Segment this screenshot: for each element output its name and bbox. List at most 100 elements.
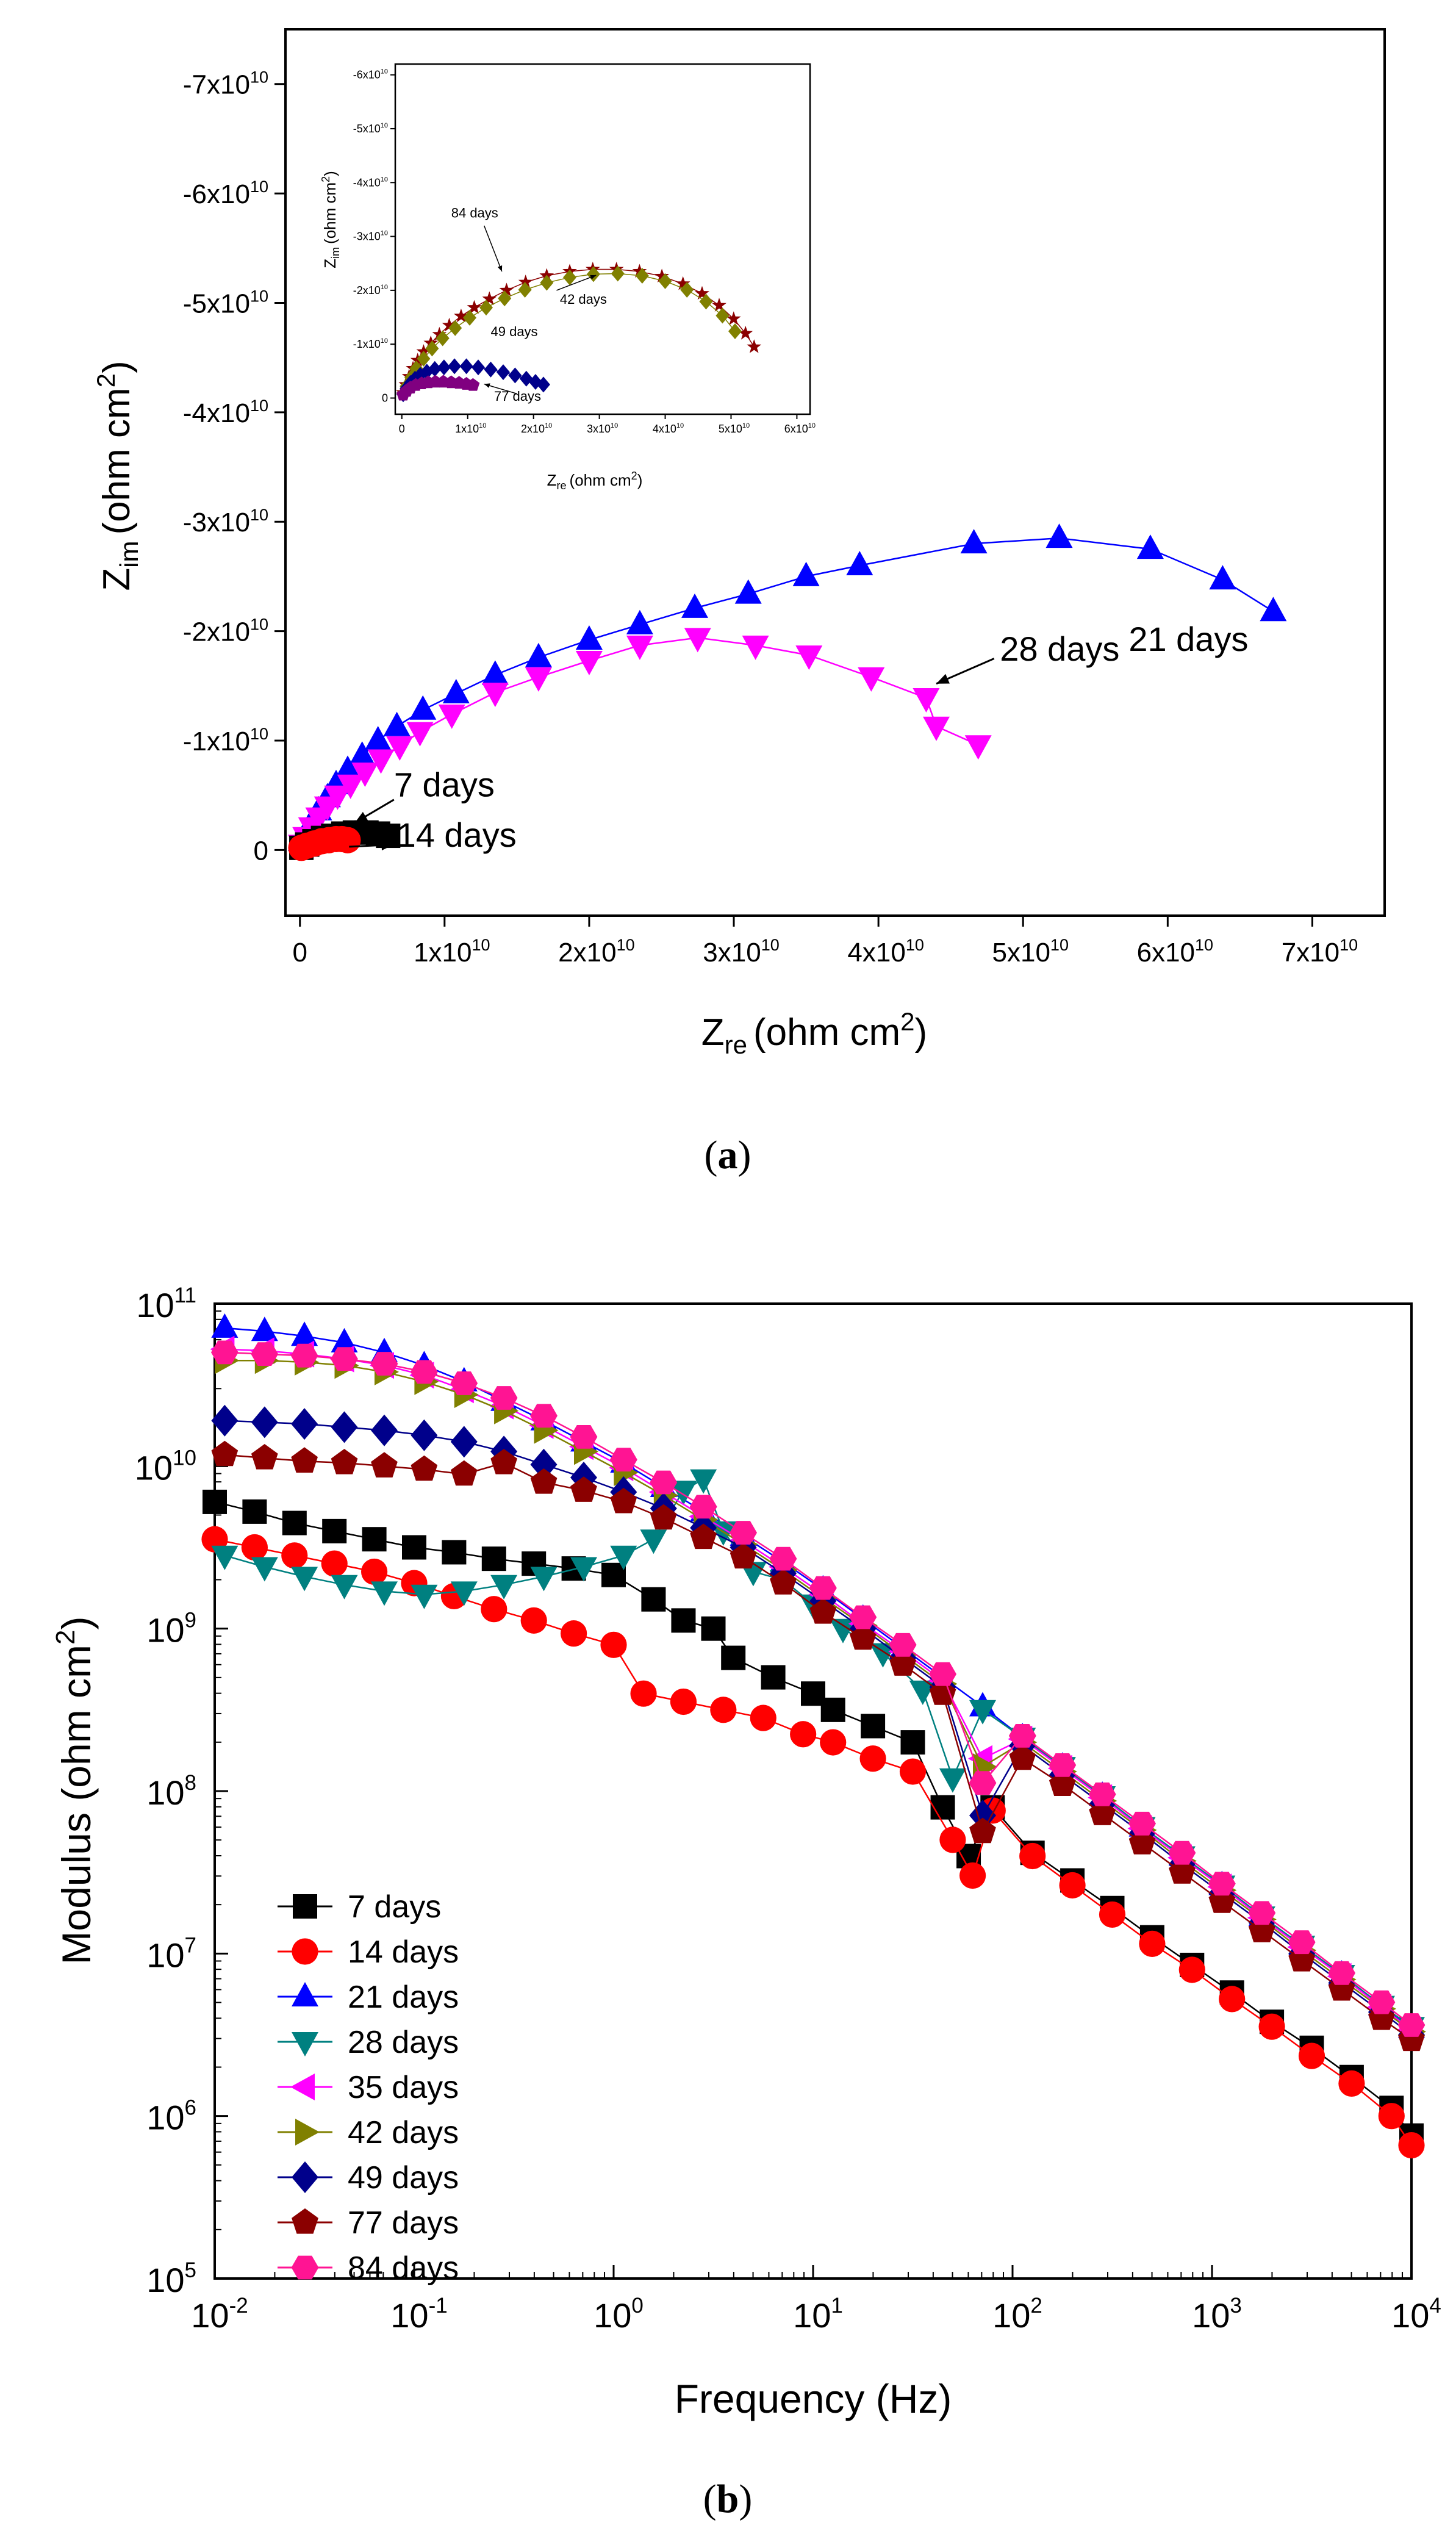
panel-b-point-1	[721, 1645, 746, 1670]
panel-a-x-tick-label-exponent: 10	[761, 936, 780, 954]
panel-b-point-1	[362, 1527, 387, 1552]
panel-a-point-d21	[575, 625, 603, 650]
panel-a-point-d28	[367, 749, 395, 774]
inset-y-axis-base: Z	[321, 259, 339, 268]
inset-y-tick-label-exponent: 10	[381, 122, 388, 129]
inset-y-tick-label-exponent: 10	[381, 284, 388, 291]
panel-a-inset: 0 1x1010 2x1010 3x1010 4x1010 5x1010 6x10100-1…	[320, 63, 816, 492]
panel-b-caption: (b)	[703, 2477, 753, 2521]
inset-y-tick-label: -3x1010	[353, 230, 388, 243]
inset-point-i84	[482, 291, 497, 306]
inset-point-i42	[463, 309, 476, 326]
panel-b-point-8	[1009, 1744, 1036, 1770]
panel-b-x-tick-label-mantissa: 10	[793, 2296, 831, 2335]
panel-a-point-d21	[960, 529, 988, 554]
panel-a-annotation-label: 28 days	[1000, 630, 1119, 668]
panel-b-legend-marker	[292, 2208, 318, 2234]
inset-y-tick-label-mantissa: -5x10	[353, 123, 381, 135]
panel-a-annotation-arrowhead	[354, 811, 368, 823]
panel-a-point-d28	[351, 763, 379, 787]
inset-point-i49	[497, 364, 510, 381]
inset-x-tick-label-mantissa: 1x10	[455, 423, 479, 435]
panel-b-point-2	[600, 1631, 627, 1658]
inset-y-tick-label: -5x1010	[353, 122, 388, 135]
panel-a-point-d28	[913, 688, 940, 713]
panel-a-caption: (a)	[705, 1133, 751, 1177]
panel-a-point-d21	[1136, 534, 1164, 559]
panel-b-point-9	[1208, 1872, 1236, 1896]
panel-a-x-axis-title: Zre (ohm cm2)	[701, 1007, 927, 1059]
inset-y-tick-label-exponent: 10	[381, 68, 388, 76]
panel-b-point-8	[411, 1455, 438, 1481]
panel-b-point-4	[371, 1581, 398, 1606]
inset-annotation-arrowhead	[590, 275, 597, 280]
inset-y-tick-label-mantissa: 0	[382, 392, 388, 404]
panel-b-point-9	[929, 1662, 956, 1686]
inset-x-tick-label-exponent: 10	[479, 422, 486, 429]
panel-a-point-d21	[626, 609, 653, 634]
inset-x-tick-label: 6x1010	[784, 422, 816, 435]
panel-a-y-tick-label-mantissa: -3x10	[183, 508, 250, 537]
panel-a-annotation-label: 14 days	[397, 816, 517, 854]
inset-y-axis-close: )	[321, 171, 339, 176]
panel-b-point-4	[909, 1680, 936, 1705]
panel-b-point-2	[561, 1620, 587, 1647]
panel-b-point-2	[899, 1758, 927, 1785]
panel-b-x-tick-label: 10-1	[390, 2294, 447, 2335]
panel-b-x-tick-label-mantissa: 10	[390, 2296, 428, 2335]
panel-a-point-d28	[795, 645, 823, 670]
panel-b-series	[201, 1313, 1426, 2159]
inset-y-tick-label: 0	[382, 392, 388, 404]
inset-series-i77	[396, 375, 480, 401]
inset-y-tick-label-exponent: 10	[381, 176, 388, 183]
panel-b-point-3	[251, 1316, 278, 1341]
panel-a-point-d21	[334, 755, 361, 780]
inset-point-i49	[472, 359, 485, 376]
panel-b-y-tick-label: 107	[146, 1933, 196, 1974]
inset-point-i84	[442, 317, 457, 332]
panel-b-point-2	[630, 1680, 657, 1707]
inset-point-i84	[726, 311, 741, 325]
panel-b-point-8	[211, 1440, 238, 1467]
panel-b-y-tick-label-exponent: 6	[185, 2096, 196, 2120]
panel-a-point-d28	[324, 785, 351, 810]
inset-axes: 0 1x1010 2x1010 3x1010 4x1010 5x1010 6x10100-1…	[353, 68, 816, 435]
panel-b-x-tick-label: 103	[1192, 2294, 1242, 2335]
panel-a-annotations: 7 days 14 days 28 days 21 days	[349, 620, 1248, 854]
panel-b-point-1	[481, 1546, 506, 1571]
inset-x-tick-label: 1x1010	[455, 422, 486, 435]
panel-b-point-9	[730, 1521, 757, 1545]
inset-y-tick-label-mantissa: -2x10	[353, 284, 381, 296]
panel-b-point-1	[701, 1616, 726, 1641]
inset-point-i42	[728, 323, 742, 339]
panel-b-point-2	[859, 1745, 886, 1772]
panel-a-x-tick-label: 0	[292, 938, 307, 968]
inset-point-i42	[417, 351, 431, 367]
panel-a-point-d28	[858, 667, 885, 692]
inset-point-i49	[536, 376, 550, 393]
panel-b-point-2	[241, 1534, 268, 1561]
panel-a-x-tick-label-exponent: 10	[1050, 936, 1069, 954]
panel-b-legend-label: 28 days	[348, 2025, 459, 2060]
panel-b-point-9	[1008, 1724, 1036, 1748]
panel-b-point-2	[1258, 2013, 1285, 2040]
inset-point-i84	[518, 275, 533, 289]
panel-b-y-tick-label-mantissa: 10	[146, 1611, 184, 1650]
inset-x-tick-label-exponent: 10	[545, 422, 552, 429]
panel-a-y-tick-label: -7x1010	[183, 68, 268, 100]
panel-b-point-1	[601, 1562, 626, 1587]
inset-y-tick-label-mantissa: -3x10	[353, 231, 381, 243]
panel-b-y-tick-label-exponent: 8	[185, 1771, 196, 1795]
panel-b-x-axis-title: Frequency (Hz)	[675, 2376, 952, 2421]
panel-a-x-tick-label: 4x1010	[847, 936, 923, 968]
panel-b-point-8	[690, 1523, 717, 1550]
panel-b-y-axis-title: Modulus (ohm cm2)	[51, 1617, 99, 1965]
inset-point-i42	[540, 275, 554, 291]
panel-b-point-9	[490, 1386, 518, 1410]
inset-x-axis-base: Z	[547, 471, 557, 489]
panel-b-point-7	[331, 1411, 358, 1443]
panel-b-point-9	[1088, 1782, 1116, 1806]
panel-b-point-8	[849, 1624, 877, 1650]
inset-x-tick-label-exponent: 10	[611, 422, 618, 429]
panel-a-y-tick-label: -2x1010	[183, 616, 268, 647]
